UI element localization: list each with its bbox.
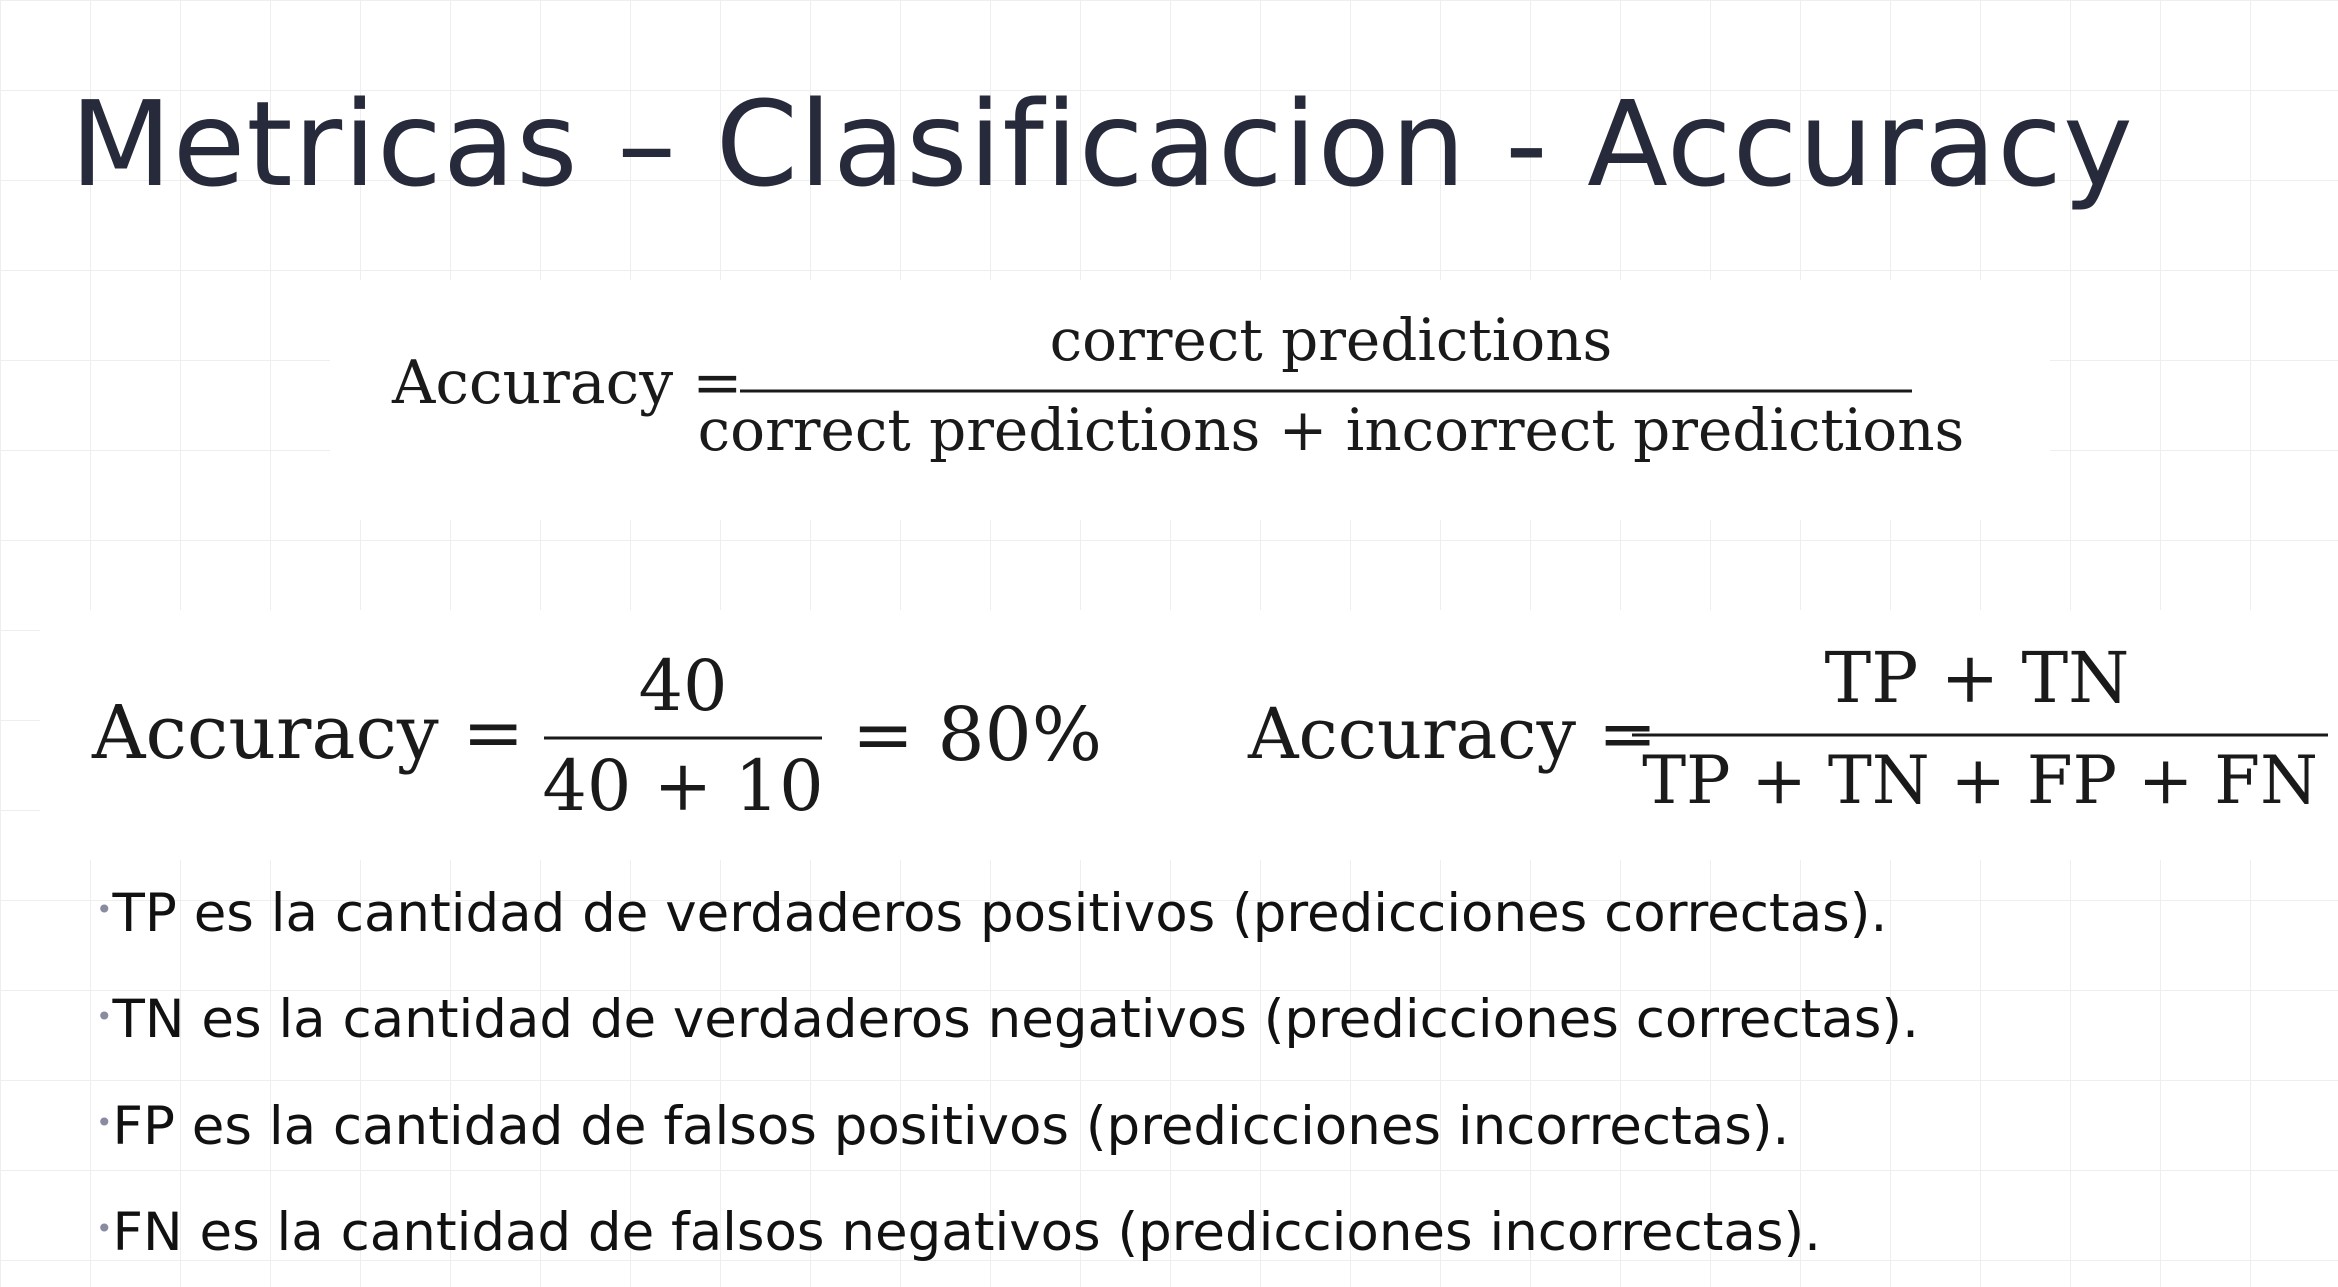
list-item-text: FN es la cantidad de falsos negativos (p… (112, 1202, 1821, 1264)
formula-row-svg: Accuracy = 40 40 + 10 = 80% Accuracy = T… (91, 637, 2328, 827)
formula-example-lhs: Accuracy = (91, 690, 524, 776)
formula-general-svg: Accuracy = correct predictions correct p… (391, 306, 1965, 464)
formula-confusion-denominator: TP + TN + FP + FN (1642, 742, 2318, 819)
formula-confusion-numerator: TP + TN (1825, 637, 2130, 719)
formula-confusion-lhs: Accuracy = (1247, 693, 1657, 775)
bullet-marker: • (96, 999, 113, 1033)
formula-general-numerator: correct predictions (1050, 306, 1613, 374)
list-item: •FP es la cantidad de falsos positivos (… (96, 1075, 1919, 1181)
formula-example-numerator: 40 (638, 645, 727, 727)
bullet-marker: • (96, 1106, 113, 1140)
list-item: •TN es la cantidad de verdaderos negativ… (96, 968, 1919, 1074)
bullet-marker: • (96, 893, 113, 927)
formula-general-lhs: Accuracy = (391, 348, 742, 418)
list-item-text: FP es la cantidad de falsos positivos (p… (112, 1095, 1790, 1157)
formula-example-result: = 80% (852, 692, 1102, 778)
list-item: •TP es la cantidad de verdaderos positiv… (96, 862, 1919, 968)
formula-example-denominator: 40 + 10 (542, 745, 823, 827)
list-item: •FN es la cantidad de falsos negativos (… (96, 1181, 1919, 1287)
formula-general-denominator: correct predictions + incorrect predicti… (698, 396, 1965, 464)
formula-general: Accuracy = correct predictions correct p… (330, 280, 2050, 520)
definitions-list: •TP es la cantidad de verdaderos positiv… (96, 862, 1919, 1287)
bullet-marker: • (96, 1212, 113, 1246)
list-item-text: TP es la cantidad de verdaderos positivo… (112, 883, 1888, 944)
list-item-text: TN es la cantidad de verdaderos negativo… (112, 989, 1919, 1051)
formula-row: Accuracy = 40 40 + 10 = 80% Accuracy = T… (40, 610, 2338, 860)
slide-title: Metricas – Clasificacion - Accuracy (70, 75, 2134, 213)
